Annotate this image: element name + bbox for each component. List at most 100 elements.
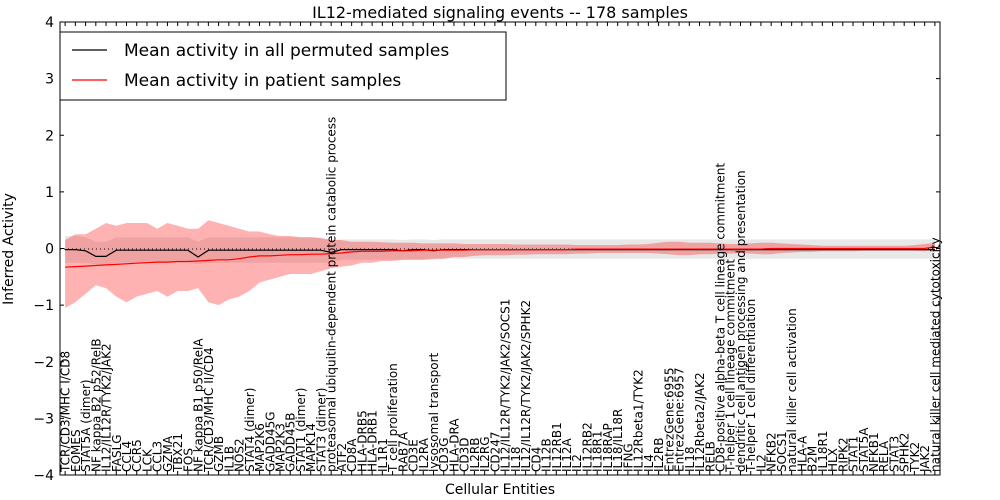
x-tick-label: EOMES	[69, 429, 83, 472]
x-tick-label: GZMB	[212, 436, 226, 472]
chart-title: IL12-mediated signaling events -- 178 sa…	[312, 3, 688, 22]
x-tick-label: B2M	[806, 446, 820, 472]
x-tick-label: CD3D	[458, 438, 472, 473]
x-tick-label: IL18R1	[816, 431, 830, 472]
y-ticks: −4 −3 −2 −1 0 1 2 3 4	[33, 15, 940, 484]
x-tick-label: CCR5	[130, 439, 144, 472]
y-tick-label: 1	[45, 185, 54, 201]
x-tick-label: GADD45G	[263, 411, 277, 472]
series-line-1	[65, 246, 935, 268]
x-tick-label: IL2	[754, 454, 768, 472]
y-tick-label: −3	[33, 411, 54, 427]
x-tick-label: T-helper 1 cell lineage commitment	[724, 259, 738, 473]
y-tick-label: 3	[45, 72, 54, 88]
x-tick-label: RAB7A	[396, 431, 410, 472]
x-tick-label: RIPK2	[836, 437, 850, 472]
x-tick-label: IL1B	[222, 446, 236, 472]
x-tick-label: IL12/IL12R/TYK2/JAK2/SPHK2	[519, 300, 533, 472]
x-tick-label: HLA-A	[795, 435, 809, 472]
x-tick-label: CD3G	[437, 437, 451, 472]
x-tick-label: STAT1	[847, 436, 861, 472]
x-tick-label: RELA	[877, 440, 891, 472]
x-tick-label: STAT1 (dimer)	[294, 388, 308, 472]
x-tick-label: proteasomal ubiquitin-dependent protein …	[325, 117, 339, 472]
x-tick-label: NF kappa B2 p52/RelB	[89, 338, 103, 472]
x-tick-label: IL2RA	[417, 437, 431, 472]
x-tick-label: FASLG	[110, 434, 124, 472]
x-tick-label: IL18R1	[591, 431, 605, 472]
x-tick-label: HLA-DRA	[448, 418, 462, 472]
x-tick-label: NFKB2	[765, 432, 779, 472]
x-tick-label: NF kappa B1 p50/RelA	[192, 338, 206, 472]
x-tick-label: CD8-positive alpha-beta T cell lineage c…	[714, 163, 728, 472]
x-tick-label: natural killer cell activation	[785, 308, 799, 472]
x-tick-label: STAT5A (dimer)	[79, 379, 93, 472]
x-tick-label: IL1R1	[376, 438, 390, 472]
x-tick-label: CCL3	[151, 441, 165, 472]
x-tick-label: JAK2	[918, 445, 932, 473]
x-tick-label: IL2RB	[652, 438, 666, 472]
x-tick-label: IL12Rbeta2/JAK2	[693, 372, 707, 472]
x-tick-label: MAPK14	[304, 423, 318, 472]
x-tick-label: LCK	[141, 448, 155, 472]
x-tick-label: dendritic cell antigen processing and pr…	[734, 170, 748, 472]
y-tick-label: −1	[33, 298, 54, 314]
x-tick-label: TBX21	[171, 433, 185, 473]
x-tick-label: IL18RAP	[601, 423, 615, 472]
y-tick-label: −4	[33, 468, 54, 484]
x-tick-label: IL2	[570, 454, 584, 472]
x-tick-label: HLA-DRB5	[355, 410, 369, 472]
x-tick-label: IFNG	[621, 443, 635, 472]
legend: Mean activity in all permuted samples Me…	[59, 31, 507, 101]
x-tick-label: EntrezGene:6957	[673, 368, 687, 473]
confidence-bands	[65, 220, 935, 308]
x-tick-label: CD4	[529, 447, 543, 472]
x-tick-label: STAT5A	[857, 427, 871, 472]
x-tick-label: SOCS1	[775, 431, 789, 472]
series-lines	[65, 246, 935, 268]
x-tick-label: NFKB1	[867, 432, 881, 472]
x-tick-label: GADD45B	[284, 413, 298, 473]
x-tick-label: HLA-DRB1	[366, 410, 380, 472]
x-tick-label: GZMA	[161, 435, 175, 472]
x-tick-label: SPHK2	[898, 433, 912, 472]
x-tick-label: NOS2	[233, 438, 247, 472]
x-tick-label: STAT4 (dimer)	[243, 388, 257, 472]
x-tick-label: CD8A	[345, 438, 359, 472]
x-tick-label: T cell proliferation	[386, 363, 400, 473]
legend-label-permuted: Mean activity in all permuted samples	[124, 41, 449, 61]
x-tick-label: IL12B	[540, 438, 554, 472]
y-tick-label: 0	[45, 242, 54, 258]
x-tick-label: ATF2	[335, 443, 349, 472]
y-tick-label: 4	[45, 15, 54, 31]
x-tick-label: IL2RB	[468, 438, 482, 472]
x-tick-label: EntrezGene:6955	[662, 368, 676, 473]
x-tick-label: T-helper 1 cell differentiation	[744, 299, 758, 473]
x-tick-label: STAT3	[888, 436, 902, 472]
x-axis-label: Cellular Entities	[445, 482, 555, 498]
x-tick-label: IL12Rbeta1/TYK2	[632, 369, 646, 472]
y-tick-label: 2	[45, 128, 54, 144]
x-tick-label: CD3E	[407, 439, 421, 472]
series-band-1	[65, 220, 935, 308]
x-tick-label: IL12/IL12R/TYK2/JAK2	[100, 343, 114, 472]
x-tick-label: natural killer cell mediated cytotoxicit…	[928, 237, 942, 472]
x-tick-label: TYK2	[908, 442, 922, 473]
x-tick-label: IL2RG	[478, 437, 492, 473]
x-tick-label: IL12RB2	[581, 422, 595, 472]
x-tick-label: IL18/IL18R	[611, 409, 625, 472]
x-tick-label: IL18	[509, 447, 523, 473]
x-tick-label: CCL4	[120, 441, 134, 472]
x-tick-label: IL12RB1	[550, 422, 564, 472]
x-tick-label: IL12/IL12R/TYK2/JAK2/SOCS1	[499, 299, 513, 472]
y-axis-label: Inferred Activity	[1, 193, 17, 305]
y-tick-label: −2	[33, 355, 54, 371]
x-tick-label: MAP2K6	[253, 423, 267, 472]
x-tick-label: MAP2K3	[274, 423, 288, 472]
legend-box	[59, 31, 507, 101]
x-tick-label: TCR/CD3/MHC II/CD4	[202, 347, 216, 473]
x-tick-label: RELB	[703, 441, 717, 472]
